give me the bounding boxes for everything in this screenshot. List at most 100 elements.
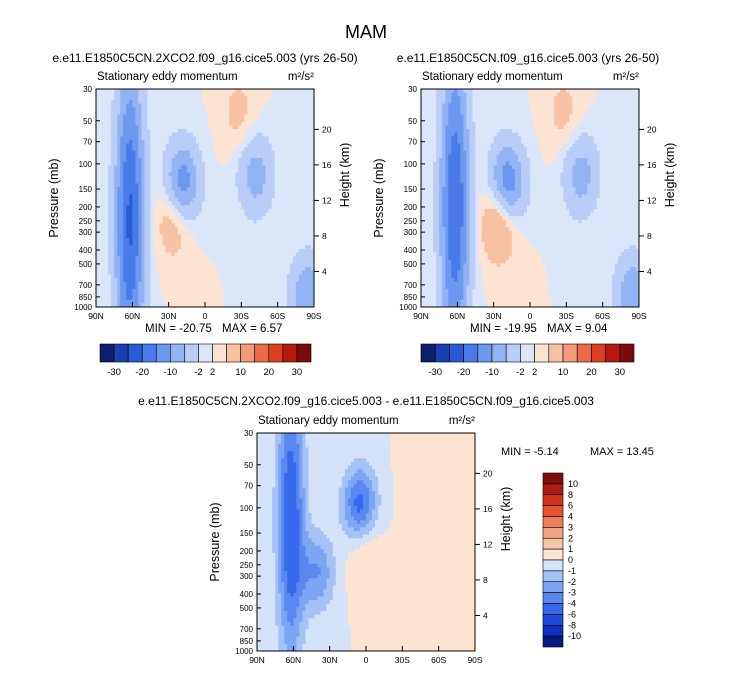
field-cell <box>217 107 221 112</box>
field-cell <box>307 121 312 126</box>
field-cell <box>286 237 291 242</box>
field-cell <box>192 107 197 112</box>
field-cell <box>186 121 191 126</box>
field-cell <box>126 121 130 126</box>
field-cell <box>229 96 233 101</box>
field-cell <box>247 172 251 177</box>
field-cell <box>211 208 215 213</box>
field-cell <box>271 172 276 177</box>
field-cell <box>271 147 276 152</box>
field-cell <box>111 241 115 246</box>
field-cell <box>138 277 142 282</box>
field-cell <box>487 103 492 108</box>
field-cell <box>162 136 167 141</box>
field-cell <box>132 248 136 253</box>
field-cell <box>280 121 285 126</box>
field-cell <box>304 161 309 166</box>
field-cell <box>250 103 254 108</box>
field-cell <box>192 110 197 115</box>
field-cell <box>499 89 504 94</box>
field-cell <box>238 176 242 181</box>
field-cell <box>129 161 133 166</box>
field-cell <box>511 99 516 104</box>
field-cell <box>310 147 314 152</box>
field-cell <box>205 172 209 177</box>
field-cell <box>165 219 170 224</box>
field-cell <box>247 230 251 235</box>
field-cell <box>250 118 254 123</box>
field-cell <box>156 256 160 261</box>
field-cell <box>186 187 191 192</box>
field-cell <box>174 259 179 264</box>
field-cell <box>223 230 227 235</box>
field-cell <box>192 296 197 301</box>
field-cell <box>186 201 191 206</box>
field-cell <box>262 212 266 217</box>
field-cell <box>96 234 100 239</box>
field-cell <box>105 281 109 286</box>
field-cell <box>189 158 194 163</box>
field-cell <box>159 248 164 253</box>
field-cell <box>217 194 221 199</box>
field-cell <box>165 128 170 133</box>
field-cell <box>205 150 209 155</box>
field-cell <box>211 256 215 261</box>
field-cell <box>132 128 136 133</box>
field-cell <box>533 114 537 119</box>
field-cell <box>244 107 248 112</box>
field-cell <box>232 139 236 144</box>
field-cell <box>108 237 112 242</box>
field-cell <box>283 296 288 301</box>
field-cell <box>238 103 242 108</box>
field-cell <box>183 270 188 275</box>
field-cell <box>569 114 573 119</box>
field-cell <box>451 96 455 101</box>
field-cell <box>584 114 588 119</box>
field-cell <box>478 114 482 119</box>
field-cell <box>208 110 212 115</box>
field-cell <box>201 219 206 224</box>
field-cell <box>111 179 115 184</box>
field-cell <box>153 110 157 115</box>
field-cell <box>168 230 173 235</box>
field-cell <box>536 114 540 119</box>
field-cell <box>286 198 291 203</box>
field-cell <box>156 219 160 224</box>
field-cell <box>614 96 619 101</box>
field-cell <box>548 110 552 115</box>
field-cell <box>99 183 103 188</box>
field-cell <box>205 118 209 123</box>
field-cell <box>214 172 218 177</box>
field-cell <box>250 252 254 257</box>
field-cell <box>126 118 130 123</box>
field-cell <box>186 299 191 304</box>
field-cell <box>265 234 269 239</box>
field-cell <box>144 270 148 275</box>
field-cell <box>159 292 164 297</box>
field-cell <box>310 248 314 253</box>
field-cell <box>123 198 127 203</box>
field-cell <box>177 198 182 203</box>
field-cell <box>174 143 179 148</box>
field-cell <box>144 158 148 163</box>
field-cell <box>183 227 188 232</box>
field-cell <box>286 230 291 235</box>
field-cell <box>271 205 276 210</box>
field-cell <box>205 281 209 286</box>
field-cell <box>271 252 276 257</box>
field-cell <box>114 299 118 304</box>
field-cell <box>286 299 291 304</box>
field-cell <box>201 281 206 286</box>
field-cell <box>208 198 212 203</box>
field-cell <box>265 263 269 268</box>
field-cell <box>593 110 598 115</box>
field-cell <box>295 219 300 224</box>
field-cell <box>229 103 233 108</box>
field-cell <box>129 154 133 159</box>
field-cell <box>211 223 215 228</box>
field-cell <box>223 143 227 148</box>
field-cell <box>201 107 206 112</box>
field-cell <box>286 245 291 250</box>
field-cell <box>268 118 273 123</box>
field-cell <box>271 103 276 108</box>
